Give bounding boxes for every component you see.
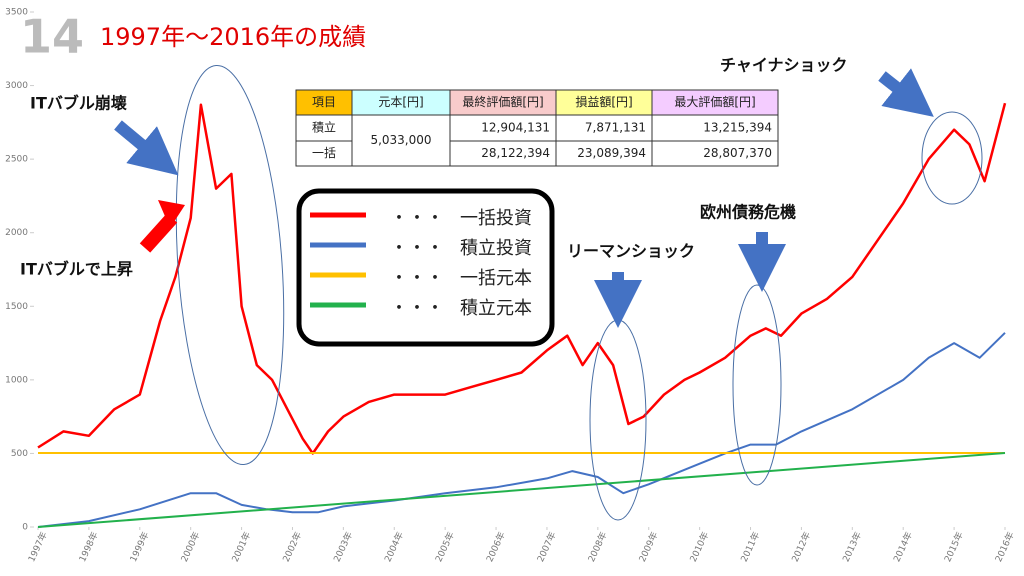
arrow-head — [158, 200, 185, 228]
arrow — [114, 120, 179, 176]
cell — [651, 140, 779, 167]
x-tick-label: 2000年 — [178, 530, 202, 564]
arrow — [139, 213, 178, 253]
x-tick-label: 2009年 — [636, 530, 660, 564]
header-cell — [555, 89, 653, 116]
cell — [555, 140, 653, 167]
x-tick-label: 2014年 — [891, 530, 915, 564]
x-tick-label: 2003年 — [331, 530, 355, 564]
cell-text: 一括 — [312, 145, 336, 160]
cell-text: 13,215,394 — [703, 121, 772, 135]
header-cell — [295, 89, 353, 116]
x-tick-label: 2001年 — [229, 530, 253, 564]
highlight-ellipse — [732, 284, 782, 486]
chart-title: 1997年～2016年の成績 — [100, 23, 366, 51]
legend-prefix: ・・・ — [390, 208, 444, 229]
cell — [295, 140, 353, 167]
x-tick-label: 2010年 — [687, 530, 711, 564]
x-tick-label: 1999年 — [127, 530, 151, 564]
highlight-ellipse — [921, 111, 983, 205]
x-tick-label: 2011年 — [738, 530, 762, 564]
cell — [351, 114, 451, 167]
cell-text: 7,871,131 — [585, 121, 646, 135]
cell — [295, 114, 353, 142]
cell — [651, 114, 779, 142]
cell-text: 28,807,370 — [703, 146, 772, 160]
x-tick-label: 1997年 — [25, 530, 49, 564]
legend-prefix: ・・・ — [390, 298, 444, 319]
y-tick-label: 0 — [22, 523, 28, 533]
cell-text: 5,033,000 — [370, 133, 431, 147]
y-tick-label: 2500 — [5, 155, 28, 165]
header-text: 最終評価額[円] — [462, 94, 543, 109]
series-line — [37, 332, 1006, 528]
header-text: 項目 — [312, 95, 336, 109]
annotation: リーマンショック — [567, 242, 695, 261]
summary-table: 項目 元本[円] 最終評価額[円] 損益額[円] 最大評価額[円] 5,033,000 積立… — [295, 89, 779, 167]
x-tick-label: 1998年 — [76, 530, 100, 564]
legend-label: 積立元本 — [460, 298, 532, 319]
legend-prefix: ・・・ — [390, 238, 444, 259]
x-tick-label: 2002年 — [280, 530, 304, 564]
annotation: チャイナショック — [720, 56, 848, 75]
x-tick-label: 2008年 — [585, 530, 609, 564]
x-tick-label: 2013年 — [840, 530, 864, 564]
x-tick-label: 2004年 — [382, 530, 406, 564]
cell-text: 28,122,394 — [481, 146, 550, 160]
cell-text: 23,089,394 — [577, 146, 646, 160]
cell-text: 12,904,131 — [481, 121, 550, 135]
legend-label: 一括投資 — [460, 208, 532, 229]
y-tick-label: 2000 — [5, 228, 28, 238]
y-tick-label: 3500 — [5, 8, 28, 18]
header-text: 元本[円] — [378, 95, 423, 109]
y-tick-label: 1000 — [5, 375, 28, 385]
series-line — [37, 102, 1007, 455]
annotation: 欧州債務危機 — [700, 203, 796, 222]
legend: ・・・ 一括投資・・・ 積立投資・・・ 一括元本・・・ 積立元本 — [310, 208, 532, 319]
legend-label: 一括元本 — [460, 268, 532, 289]
annotation: ITバブルで上昇 — [20, 260, 133, 279]
y-tick-label: 3000 — [5, 81, 28, 91]
header-text: 最大評価額[円] — [674, 94, 755, 109]
annotation: ITバブル崩壊 — [30, 94, 128, 113]
x-tick-label: 2007年 — [534, 530, 558, 564]
x-tick-label: 2005年 — [433, 530, 457, 564]
cell — [449, 114, 557, 142]
legend-prefix: ・・・ — [390, 268, 444, 289]
x-tick-label: 2012年 — [789, 530, 813, 564]
legend-label: 積立投資 — [460, 238, 532, 259]
y-tick-label: 1500 — [5, 302, 28, 312]
y-tick-label: 500 — [11, 449, 28, 459]
slide-number: 14 — [20, 10, 84, 64]
header-cell — [651, 89, 779, 116]
x-tick-label: 2015年 — [941, 530, 965, 564]
highlight-ellipse — [175, 64, 285, 466]
arrow — [878, 68, 934, 117]
header-text: 損益額[円] — [575, 94, 632, 109]
series-line — [37, 452, 1006, 528]
x-tick-label: 2006年 — [483, 530, 507, 564]
x-tick-label: 2016年 — [992, 530, 1016, 564]
cell-text: 積立 — [312, 120, 336, 135]
header-cell — [351, 89, 451, 116]
